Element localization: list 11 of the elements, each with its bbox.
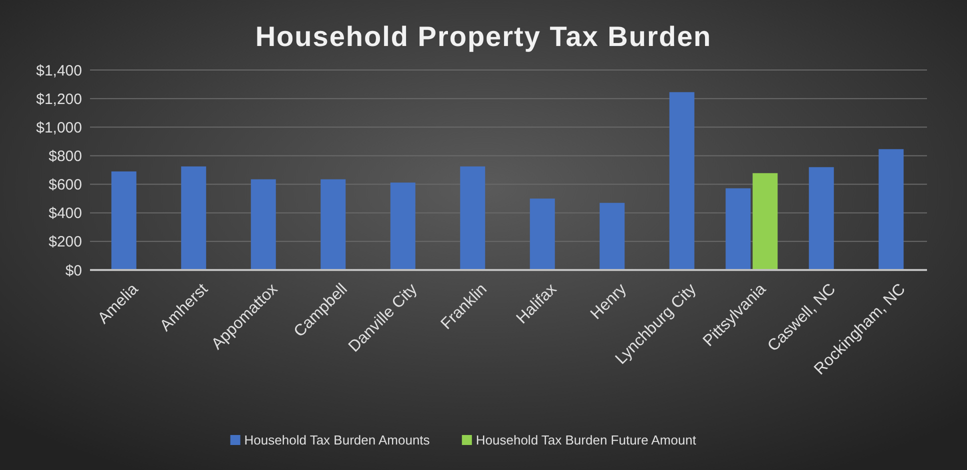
legend-label: Household Tax Burden Amounts <box>244 432 430 448</box>
y-tick-label: $400 <box>48 205 82 222</box>
y-tick-label: $1,000 <box>36 119 82 136</box>
y-tick-label: $0 <box>65 262 82 280</box>
y-tick-label: $600 <box>48 176 82 194</box>
y-tick-label: $1,200 <box>36 90 82 108</box>
legend-label: Household Tax Burden Future Amount <box>476 432 696 448</box>
y-tick-label: $800 <box>48 148 82 165</box>
y-tick-label: $200 <box>48 234 82 251</box>
chart-title: Household Property Tax Burden <box>255 21 712 52</box>
y-tick-label: $1,400 <box>36 62 82 80</box>
